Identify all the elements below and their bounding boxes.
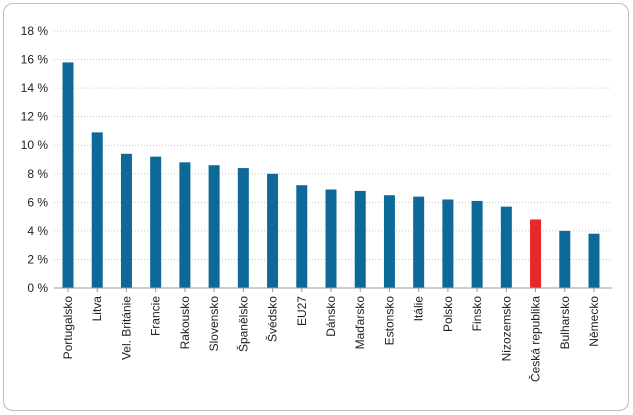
y-tick-label: 6 % bbox=[27, 195, 48, 209]
y-tick-label: 10 % bbox=[21, 138, 49, 152]
bar-11 bbox=[383, 195, 395, 288]
x-tick-label: Česká republika bbox=[528, 296, 543, 382]
bar-10 bbox=[354, 190, 366, 288]
x-tick-label: Dánsko bbox=[324, 296, 338, 337]
bar-7 bbox=[267, 173, 279, 288]
bar-5 bbox=[208, 165, 220, 288]
y-tick-label: 16 % bbox=[21, 53, 49, 67]
chart-frame bbox=[3, 3, 629, 411]
bar-3 bbox=[150, 156, 162, 288]
x-tick-label: Polsko bbox=[441, 296, 455, 332]
bar-15 bbox=[500, 206, 512, 288]
y-tick-label: 18 % bbox=[21, 24, 49, 38]
x-tick-label: Maďarsko bbox=[353, 296, 367, 350]
bar-1 bbox=[91, 132, 103, 288]
x-tick-label: Francie bbox=[149, 296, 163, 336]
x-tick-label: Litva bbox=[90, 296, 104, 322]
bar-16 bbox=[530, 219, 542, 288]
x-axis-line bbox=[54, 287, 612, 292]
x-tick-label: Rakousko bbox=[178, 296, 192, 350]
bars bbox=[62, 62, 600, 289]
bar-12 bbox=[413, 196, 425, 288]
x-tick-label: Finsko bbox=[470, 296, 484, 332]
bar-2 bbox=[120, 153, 132, 288]
bar-4 bbox=[179, 162, 191, 288]
x-tick-label: Itálie bbox=[412, 296, 426, 322]
x-tick-label: Bulharsko bbox=[558, 296, 572, 350]
bar-13 bbox=[442, 199, 454, 288]
bar-18 bbox=[588, 233, 600, 288]
gridlines bbox=[54, 30, 612, 260]
x-tick-label: Švédsko bbox=[265, 296, 280, 342]
y-tick-label: 8 % bbox=[27, 167, 48, 181]
x-tick-label: Nizozemsko bbox=[499, 296, 513, 362]
bar-14 bbox=[471, 200, 483, 288]
y-tick-label: 4 % bbox=[27, 224, 48, 238]
bar-0 bbox=[62, 62, 74, 289]
y-tick-label: 2 % bbox=[27, 252, 48, 266]
bar-9 bbox=[325, 189, 337, 288]
x-tick-label: EU27 bbox=[295, 296, 309, 326]
bar-17 bbox=[559, 230, 571, 288]
y-axis-tick-labels: 0 % 2 % 4 % 6 % 8 % 10 % 12 % 14 % 16 % 18 % bbox=[21, 24, 49, 295]
x-axis-tick-labels: Portugalsko Litva Vel. Británie Francie Rako… bbox=[61, 296, 601, 382]
x-tick-label: Slovensko bbox=[207, 296, 221, 352]
x-tick-label: Vel. Británie bbox=[119, 296, 133, 360]
y-tick-label: 14 % bbox=[21, 81, 49, 95]
x-tick-label: Německo bbox=[587, 296, 601, 347]
y-tick-label: 12 % bbox=[21, 110, 49, 124]
x-tick-label: Portugalsko bbox=[61, 296, 75, 360]
bar-6 bbox=[237, 168, 249, 288]
bar-8 bbox=[296, 185, 308, 288]
y-tick-label: 0 % bbox=[27, 281, 48, 295]
x-tick-label: Estonsko bbox=[382, 296, 396, 346]
x-tick-label: Španělsko bbox=[235, 296, 250, 352]
